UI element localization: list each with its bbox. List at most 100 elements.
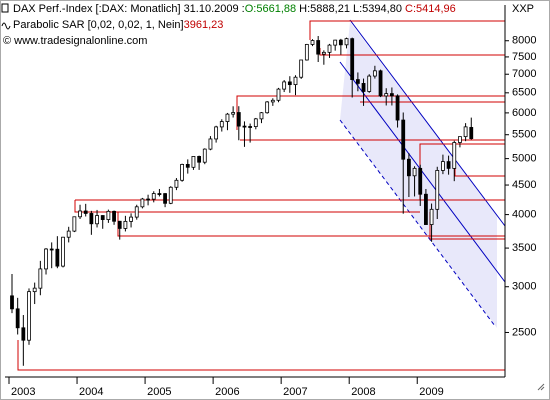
- candle-body: [55, 248, 60, 267]
- candle-body: [168, 186, 173, 204]
- candle-body: [418, 167, 423, 195]
- channel-lower: [339, 119, 496, 327]
- y-tick-label: 3500: [512, 242, 536, 254]
- channel-middle: [339, 61, 506, 283]
- x-tick-label: 2008: [351, 386, 375, 398]
- candle-body: [441, 161, 445, 171]
- level-line: [309, 20, 505, 40]
- candle-body: [446, 161, 451, 169]
- candle-body: [424, 193, 428, 225]
- candle-body: [44, 248, 48, 270]
- candle-body: [49, 248, 54, 251]
- candle-body: [225, 113, 230, 122]
- candle-body: [100, 215, 105, 220]
- x-tick-label: 2005: [147, 386, 171, 398]
- y-tick-label: 4500: [512, 179, 536, 191]
- candle-body: [95, 215, 99, 225]
- candle-body: [469, 127, 474, 140]
- candle-body: [197, 156, 202, 163]
- indicator-icon: [1, 22, 11, 30]
- candle-body: [429, 208, 434, 225]
- y-tick-label: 3000: [512, 281, 536, 293]
- candle-body: [344, 38, 349, 46]
- y-tick-label: 5000: [512, 153, 536, 165]
- candle-body: [219, 121, 224, 128]
- candle-body: [372, 70, 377, 77]
- candle-body: [350, 38, 355, 80]
- header-name: DAX Perf.-Index [:DAX: Monatlich] 31.10.…: [13, 3, 245, 15]
- channel-upper: [349, 19, 506, 227]
- candle-body: [406, 158, 411, 177]
- candle-body: [310, 40, 315, 45]
- indicator-name: Parabolic SAR [0,02, 0,02, 1, Nein]: [13, 19, 184, 31]
- candle-body: [338, 39, 343, 46]
- candle-body: [293, 76, 298, 86]
- x-tick-label: 2006: [215, 386, 239, 398]
- y-tick-label: 4000: [512, 208, 536, 220]
- candle-body: [174, 179, 179, 188]
- candle-body: [395, 95, 400, 121]
- candle-body: [185, 164, 190, 168]
- candle-body: [163, 193, 167, 204]
- level-line: [17, 340, 505, 371]
- candle-body: [401, 119, 406, 160]
- y-tick-label: 6000: [512, 107, 536, 119]
- candle-body: [253, 118, 258, 127]
- candle-body: [231, 112, 236, 115]
- candle-body: [123, 220, 128, 229]
- copyright: © www.tradesignalonline.com: [3, 35, 147, 47]
- candle-body: [32, 287, 37, 293]
- candle-body: [452, 142, 457, 169]
- candle-body: [83, 210, 88, 214]
- support-lines: [17, 20, 505, 371]
- candle-body: [270, 99, 275, 103]
- symbol: XXP: [512, 3, 534, 15]
- candle-body: [282, 81, 287, 90]
- candle-body: [180, 164, 185, 181]
- header-close: C:5414,96: [405, 3, 456, 15]
- candle-body: [140, 198, 145, 208]
- header: DAX Perf.-Index [:DAX: Monatlich] 31.10.…: [13, 3, 456, 15]
- resize-icon: [537, 383, 545, 391]
- candle-body: [412, 167, 417, 177]
- candle-body: [287, 81, 292, 86]
- candle-body: [146, 198, 150, 201]
- candle-body: [21, 327, 26, 341]
- candle-body: [129, 216, 133, 222]
- candle-body: [299, 59, 304, 78]
- header-open: O:5661,88: [245, 3, 296, 15]
- candle-body: [134, 206, 139, 218]
- x-tick-label: 2003: [11, 386, 35, 398]
- y-tick-label: 8000: [512, 35, 536, 47]
- candle-body: [333, 39, 338, 46]
- candle-body: [327, 44, 332, 53]
- x-tick-label: 2004: [79, 386, 103, 398]
- y-tick-label: 7500: [512, 51, 536, 63]
- candle-body: [38, 268, 43, 289]
- candle-body: [72, 216, 77, 232]
- candle-body: [191, 156, 196, 168]
- candle-body: [89, 213, 94, 225]
- indicator: Parabolic SAR [0,02, 0,02, 1, Nein]3961,…: [13, 19, 223, 31]
- y-tick-label: 2500: [512, 326, 536, 338]
- candle-icon: [1, 3, 9, 13]
- candle-body: [10, 295, 14, 310]
- candle-body: [304, 44, 309, 61]
- header-low: L:5394,80: [353, 3, 402, 15]
- candle-body: [208, 138, 213, 150]
- candle-body: [384, 93, 389, 97]
- header-high: H:5888,21: [299, 3, 350, 15]
- candle-body: [157, 193, 162, 195]
- candle-body: [214, 126, 219, 140]
- indicator-value: 3961,23: [184, 19, 224, 31]
- y-tick-label: 6500: [512, 87, 536, 99]
- x-tick-label: 2009: [419, 386, 443, 398]
- candle-body: [378, 70, 383, 97]
- candle-body: [361, 83, 366, 92]
- candle-body: [316, 40, 321, 55]
- y-tick-label: 5500: [512, 129, 536, 141]
- candle-body: [202, 148, 207, 163]
- level-line: [74, 200, 420, 213]
